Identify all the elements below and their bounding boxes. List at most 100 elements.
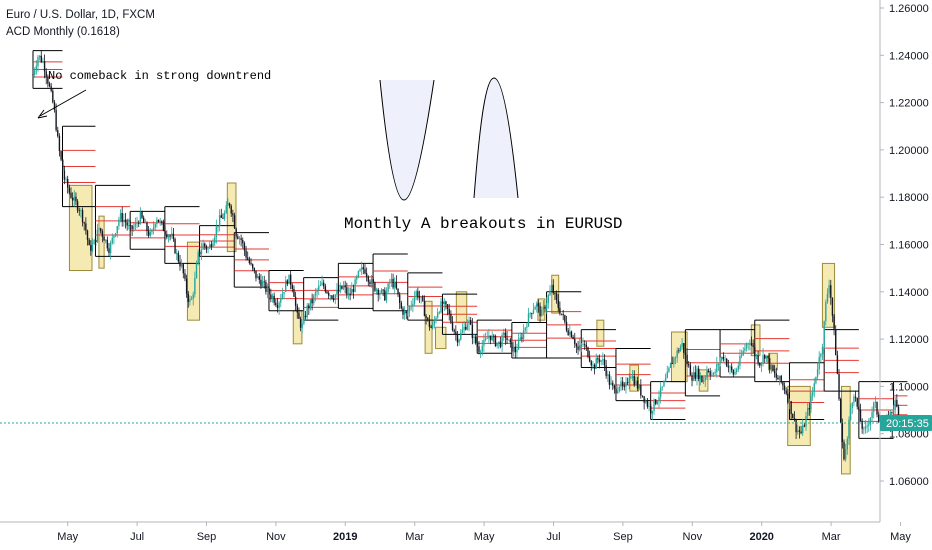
candle-body xyxy=(836,355,839,374)
cup-shape-down-outline xyxy=(379,79,435,201)
candle-body xyxy=(210,244,213,247)
candle-body xyxy=(825,302,827,321)
candle-body xyxy=(66,178,69,188)
candle-body xyxy=(876,402,878,415)
acd-range-boxes xyxy=(32,50,908,439)
candle-body xyxy=(805,415,807,427)
candle-body xyxy=(692,372,695,381)
candle-body xyxy=(471,324,474,339)
breakout-highlight-box xyxy=(787,385,811,447)
candle-body xyxy=(841,422,844,442)
candle-body xyxy=(873,402,875,412)
candle-body xyxy=(182,264,185,274)
candle-body xyxy=(304,315,307,318)
candle-body xyxy=(688,364,690,366)
candle-body xyxy=(213,237,216,244)
candle-body xyxy=(76,201,79,211)
candle-body xyxy=(631,376,634,378)
candle-body xyxy=(826,293,829,303)
candle-body xyxy=(147,231,150,236)
candle-body xyxy=(793,418,796,420)
time-tick-label: Sep xyxy=(613,531,633,543)
candle-body xyxy=(668,367,670,372)
candle-body xyxy=(103,236,105,241)
candle-body xyxy=(149,232,151,236)
candle-body xyxy=(460,332,462,340)
candle-body xyxy=(86,230,89,240)
candle-body xyxy=(582,344,584,345)
candle-body xyxy=(329,295,332,297)
candle-body xyxy=(202,243,204,250)
candle-body xyxy=(177,253,180,262)
breakout-highlight-box xyxy=(841,385,851,475)
candle-body xyxy=(517,339,520,350)
indicator-title[interactable]: ACD Monthly (0.1618) xyxy=(6,26,120,38)
candle-body xyxy=(489,335,492,341)
candle-body xyxy=(32,74,34,76)
candle-body xyxy=(392,278,394,288)
candle-body xyxy=(400,302,403,309)
candle-body xyxy=(559,307,561,314)
candle-body xyxy=(370,278,373,285)
candle-body xyxy=(410,305,412,307)
cup-shape-up xyxy=(474,78,518,198)
candle-body xyxy=(640,385,642,396)
candle-body xyxy=(448,308,450,315)
candle-body xyxy=(498,341,500,343)
candle-body xyxy=(486,338,488,339)
candle-body xyxy=(255,270,257,279)
candle-body xyxy=(200,249,203,255)
candle-body xyxy=(70,192,72,198)
candle-body xyxy=(474,336,477,344)
candle-body xyxy=(503,332,505,335)
candle-body xyxy=(645,401,647,403)
candle-body xyxy=(230,206,232,214)
candle-body xyxy=(42,61,44,62)
candle-body xyxy=(250,263,252,265)
candle-body xyxy=(228,203,231,207)
candle-body xyxy=(319,285,322,286)
candle-body xyxy=(100,228,102,232)
candle-body xyxy=(669,363,672,368)
candle-body xyxy=(336,289,338,295)
candle-body xyxy=(299,318,302,328)
candle-body xyxy=(415,291,417,298)
candle-body xyxy=(871,411,873,418)
candle-body xyxy=(712,372,715,375)
candle-body xyxy=(701,375,703,383)
candle-body xyxy=(455,331,457,334)
candle-body xyxy=(615,388,617,394)
candle-body xyxy=(719,360,721,364)
candle-body xyxy=(810,396,812,410)
candle-body xyxy=(53,102,56,111)
candle-body xyxy=(777,377,779,380)
candle-body xyxy=(511,342,513,352)
candle-body xyxy=(280,298,282,303)
candle-body xyxy=(332,298,335,300)
time-axis[interactable]: May Jul Sep Nov 2019 Mar May Jul Sep Nov 2020 Mar Ma… xyxy=(57,522,911,543)
candle-body xyxy=(95,240,97,242)
candle-body xyxy=(121,212,123,222)
candle-body xyxy=(676,350,678,358)
candle-body xyxy=(133,226,135,230)
candle-body xyxy=(382,289,384,291)
breakout-highlight-box xyxy=(455,291,468,324)
candle-body xyxy=(403,311,406,315)
symbol-title[interactable]: Euro / U.S. Dollar, 1D, FXCM xyxy=(6,9,155,21)
candle-body xyxy=(620,381,622,387)
candle-body xyxy=(541,309,543,317)
candle-body xyxy=(265,281,267,292)
candle-body xyxy=(773,370,776,374)
candle-body xyxy=(577,346,579,350)
candle-body xyxy=(544,306,546,309)
candle-body xyxy=(864,426,867,429)
candle-body xyxy=(248,259,251,264)
time-tick-label: Sep xyxy=(197,531,217,543)
candle-body xyxy=(740,355,743,357)
price-tick-label: 1.08000 xyxy=(889,429,929,441)
price-axis[interactable]: 1.06000 1.08000 1.10000 1.12000 1.14000 1.160… xyxy=(880,3,929,488)
candle-body xyxy=(119,212,122,220)
candle-body xyxy=(542,306,545,310)
candle-body xyxy=(146,222,148,232)
